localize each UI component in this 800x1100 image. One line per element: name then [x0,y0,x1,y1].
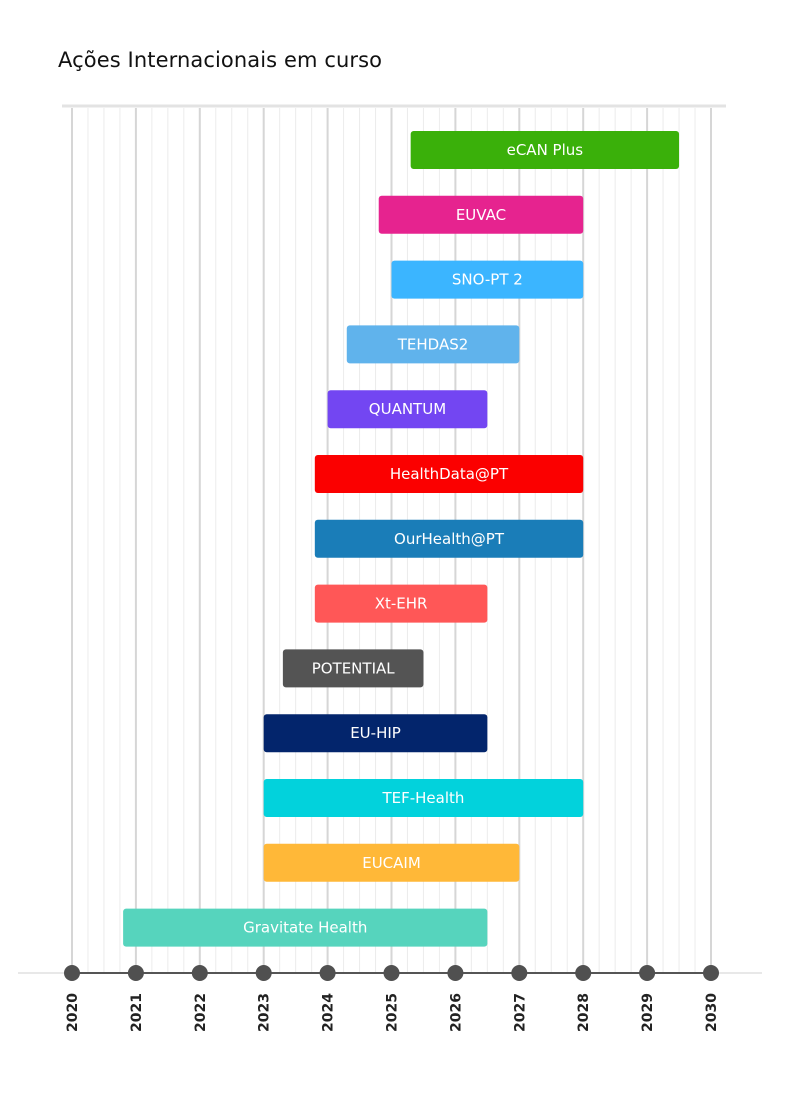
axis-tick-dot [191,965,208,981]
timeline-bar-group: EUVAC [378,195,584,234]
timeline-bar-group: EUCAIM [263,843,520,882]
timeline-bar [314,455,584,493]
timeline-bar [314,584,488,623]
axis-tick-dot [447,965,464,981]
axis-tick-dot [127,965,144,981]
timeline-bar [123,908,488,947]
bar-label: HealthData@PT [390,465,509,483]
timeline-bar [314,519,584,558]
axis-tick-label: 2028 [576,993,592,1032]
axis-tick-dot [383,965,400,981]
bar-label: OurHealth@PT [394,530,505,548]
timeline-bar [263,779,584,817]
timeline-bar-group: TEHDAS2 [346,325,520,364]
axis-tick-label: 2022 [193,993,209,1032]
axis-tick-dot [575,965,592,981]
timeline-bar-group: QUANTUM [327,390,488,429]
axis-tick-label: 2021 [129,993,145,1032]
timeline-bar [282,649,424,688]
axis-tick-label: 2024 [321,993,337,1032]
axis-tick-label: 2026 [448,993,464,1032]
axis-tick-label: 2025 [385,993,401,1032]
bar-label: EU-HIP [350,724,401,742]
axis-tick-label: 2027 [512,993,528,1032]
timeline-bar [327,390,488,429]
timeline-bar [391,260,584,299]
axis-tick-label: 2023 [257,993,273,1032]
axis-tick-label: 2029 [640,993,656,1032]
bar-label: EUCAIM [362,854,421,872]
axis-tick-label: 2020 [65,993,81,1032]
axis-tick-dot [319,965,336,981]
timeline-bar [263,714,488,753]
bar-label: EUVAC [456,206,506,224]
timeline-bar-group: EU-HIP [263,714,488,753]
timeline-bar-group: SNO-PT 2 [391,260,584,299]
timeline-bar [263,843,520,882]
bar-label: Gravitate Health [243,919,367,937]
bar-label: SNO-PT 2 [452,271,523,289]
timeline-bar-group: eCAN Plus [410,131,680,169]
grid-layer [62,104,726,973]
axis-tick-label: 2030 [704,993,720,1032]
axis-tick-dot [639,965,656,981]
timeline-bar-group: OurHealth@PT [314,519,584,558]
axis-tick-dot [511,965,528,981]
bar-label: Xt-EHR [375,595,428,613]
axis-tick-dot [64,965,80,981]
axis-tick-dot [703,965,719,981]
bar-label: eCAN Plus [507,141,584,159]
timeline-bar-group: Gravitate Health [123,908,488,947]
axis-layer: 2020 2021 2022 2023 2024 2025 2026 2027 2028 2029… [18,965,762,1032]
timeline-bar-group: TEF-Health [263,779,584,817]
timeline-bar [378,195,584,234]
bars-layer: eCAN Plus EUVAC SNO-PT 2 TEHDAS2 QUANTUM Heal… [123,131,680,947]
timeline-bar-group: POTENTIAL [282,649,424,688]
timeline-bar-group: Xt-EHR [314,584,488,623]
timeline-bar [346,325,520,364]
bar-label: QUANTUM [369,400,446,418]
bar-label: POTENTIAL [312,659,396,677]
timeline-bar-group: HealthData@PT [314,455,584,493]
bar-label: TEF-Health [381,789,464,807]
bar-label: TEHDAS2 [397,335,469,353]
axis-tick-dot [255,965,272,981]
page-title: Ações Internacionais em curso [58,48,383,72]
timeline-bar [410,131,680,169]
